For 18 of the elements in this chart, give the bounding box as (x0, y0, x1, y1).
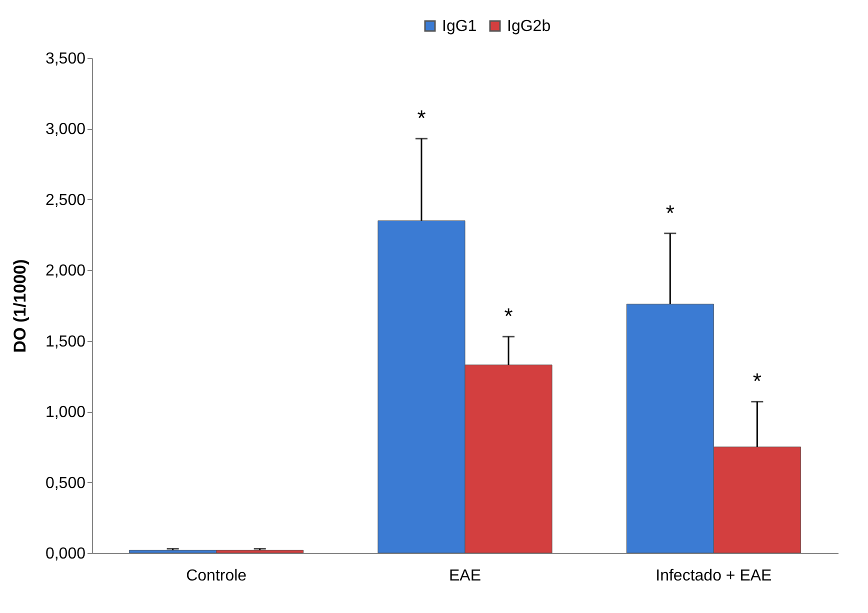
y-tick-label: 2,000 (45, 262, 86, 280)
y-tick-label: 1,500 (45, 333, 86, 350)
annotation: * (417, 106, 426, 131)
annotation: * (504, 304, 514, 329)
annotation: * (752, 368, 762, 394)
y-tick-label: 0,000 (45, 546, 86, 562)
y-tick-label: 2,500 (45, 192, 86, 209)
y-tick-label: 1,000 (45, 404, 86, 422)
x-tick-label: EAE (448, 568, 482, 584)
x-tick-label: Infectado + EAE (656, 568, 772, 584)
y-tick-label: 3,500 (45, 50, 86, 68)
legend-label: IgG1 (442, 18, 477, 35)
legend-label: IgG2b (507, 18, 551, 35)
annotation: * (666, 200, 675, 226)
y-tick-label: 3,000 (45, 121, 86, 138)
y-axis-title: DO (1/1000) (10, 259, 30, 353)
y-tick-label: 0,500 (45, 474, 86, 492)
x-tick-label: Controle (186, 568, 247, 584)
